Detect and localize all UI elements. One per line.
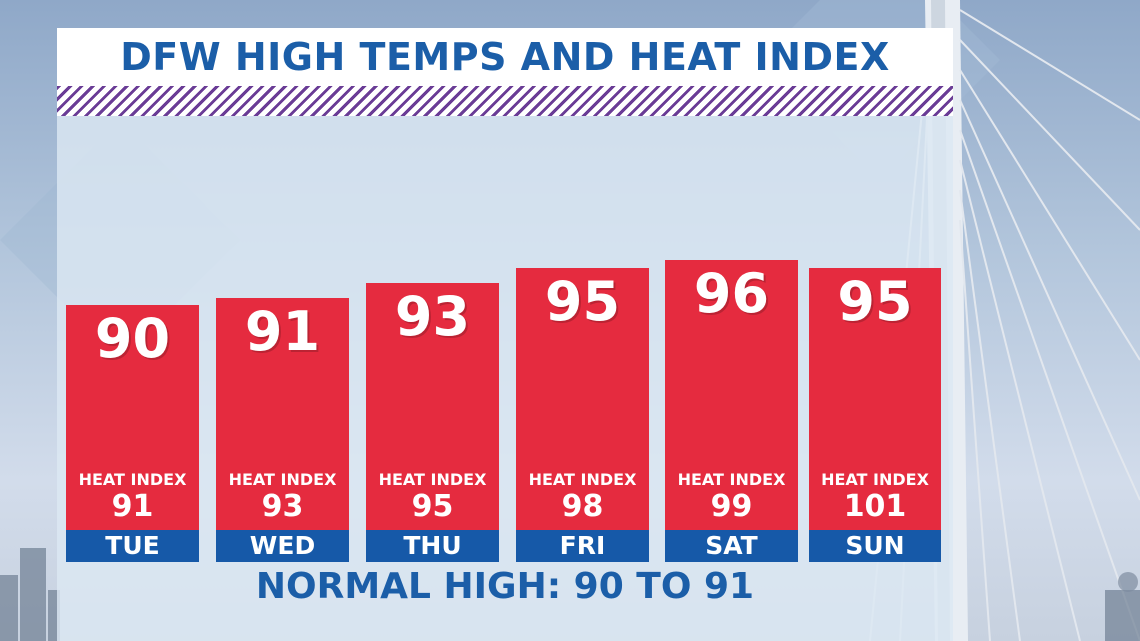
chart-panel bbox=[57, 116, 953, 641]
heat-index-value: 95 bbox=[411, 489, 454, 524]
bar-fri bbox=[516, 268, 649, 530]
high-temp-label: 90 bbox=[94, 307, 171, 370]
bar-wed bbox=[216, 298, 349, 530]
day-label-sun: SUN bbox=[809, 530, 941, 562]
bar-sat bbox=[665, 260, 798, 530]
high-temp-label: 91 bbox=[244, 300, 321, 363]
day-label-thu: THU bbox=[366, 530, 499, 562]
heat-index-value: 99 bbox=[710, 489, 753, 524]
bar-thu bbox=[366, 283, 499, 530]
heat-index-value: 98 bbox=[561, 489, 604, 524]
bar-tue bbox=[66, 305, 199, 530]
day-label-sat: SAT bbox=[665, 530, 798, 562]
heat-index-label: HEAT INDEX bbox=[78, 470, 187, 489]
high-temp-label: 95 bbox=[544, 270, 621, 333]
day-label-wed: WED bbox=[216, 530, 349, 562]
title-bar: DFW HIGH TEMPS AND HEAT INDEX bbox=[57, 28, 953, 86]
high-temp-label: 95 bbox=[837, 270, 913, 333]
high-temp-label: 96 bbox=[693, 262, 770, 325]
day-label-tue: TUE bbox=[66, 530, 199, 562]
heat-index-label: HEAT INDEX bbox=[677, 470, 786, 489]
chart-title: DFW HIGH TEMPS AND HEAT INDEX bbox=[120, 35, 890, 79]
heat-index-value: 93 bbox=[261, 489, 304, 524]
heat-index-value: 91 bbox=[111, 489, 154, 524]
decorative-stripe bbox=[57, 86, 953, 116]
heat-index-label: HEAT INDEX bbox=[528, 470, 637, 489]
heat-index-value: 101 bbox=[843, 489, 907, 524]
heat-index-label: HEAT INDEX bbox=[821, 470, 929, 489]
normal-high-note: NORMAL HIGH: 90 TO 91 bbox=[255, 566, 755, 607]
day-label-fri: FRI bbox=[516, 530, 649, 562]
heat-index-label: HEAT INDEX bbox=[228, 470, 337, 489]
heat-index-label: HEAT INDEX bbox=[378, 470, 487, 489]
high-temp-label: 93 bbox=[394, 285, 471, 348]
bar-sun bbox=[809, 268, 941, 530]
